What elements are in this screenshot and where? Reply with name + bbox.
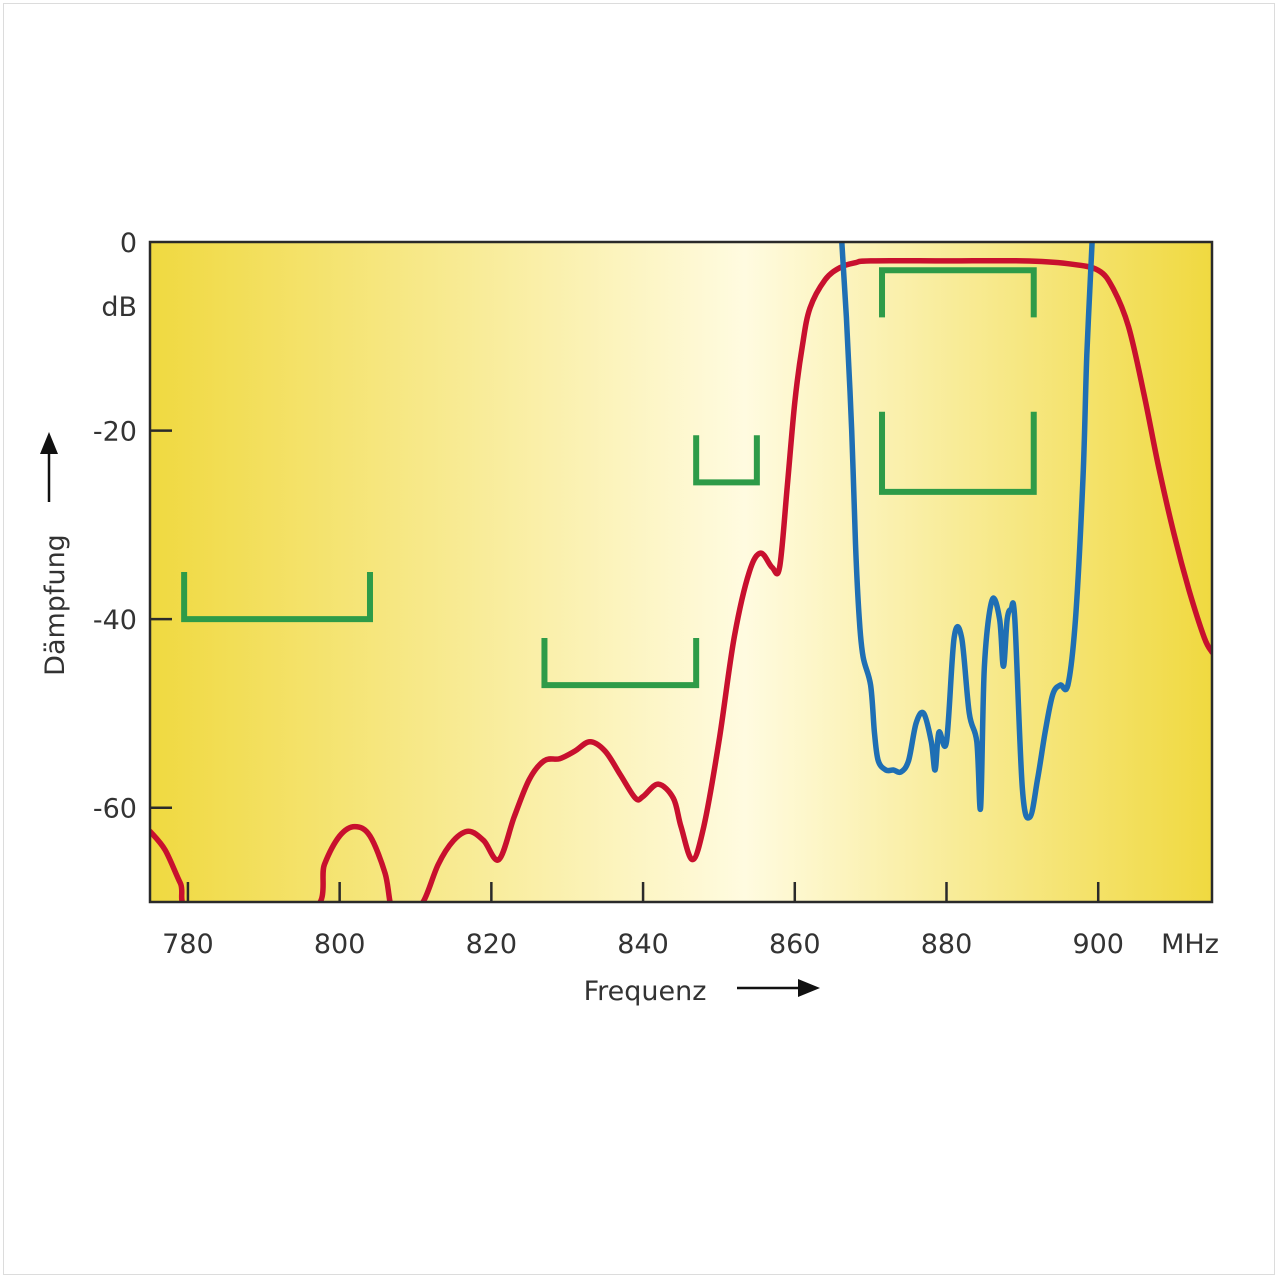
x-axis-arrow [737, 979, 820, 997]
x-tick-label: 800 [314, 929, 366, 960]
plot-background [150, 242, 1212, 902]
y-unit-label: dB [101, 292, 137, 323]
mask-bracket-5 [879, 267, 1037, 318]
x-unit-label: MHz [1161, 929, 1219, 960]
x-tick-label: 880 [921, 929, 973, 960]
y-axis-label: Dämpfung [40, 534, 71, 676]
x-tick-label: 820 [466, 929, 518, 960]
tick-layer: 780 800 820 840 860 880 900 0 -20 -40 -60 [93, 228, 1124, 960]
mask-layer [181, 267, 1037, 689]
x-tick-label: 840 [617, 929, 669, 960]
y-tick-label: -40 [93, 605, 137, 636]
image-frame [3, 3, 1275, 1275]
series-blue-curve [839, 242, 1095, 821]
mask-bracket-3 [693, 435, 760, 486]
mask-bracket-1 [181, 572, 373, 623]
mask-bracket-4 [879, 411, 1037, 495]
plot-border [148, 240, 1214, 904]
x-axis-label: Frequenz [584, 976, 707, 1007]
series-red-curve [150, 257, 1212, 902]
y-tick-label: -60 [93, 794, 137, 825]
mask-bracket-2 [541, 638, 700, 689]
y-axis-arrow [40, 432, 58, 502]
y-tick-label: -20 [93, 417, 137, 448]
series-layer [150, 242, 1212, 902]
x-tick-label: 860 [769, 929, 821, 960]
x-tick-label: 780 [162, 929, 214, 960]
x-tick-label: 900 [1072, 929, 1124, 960]
y-tick-label: 0 [120, 228, 137, 259]
